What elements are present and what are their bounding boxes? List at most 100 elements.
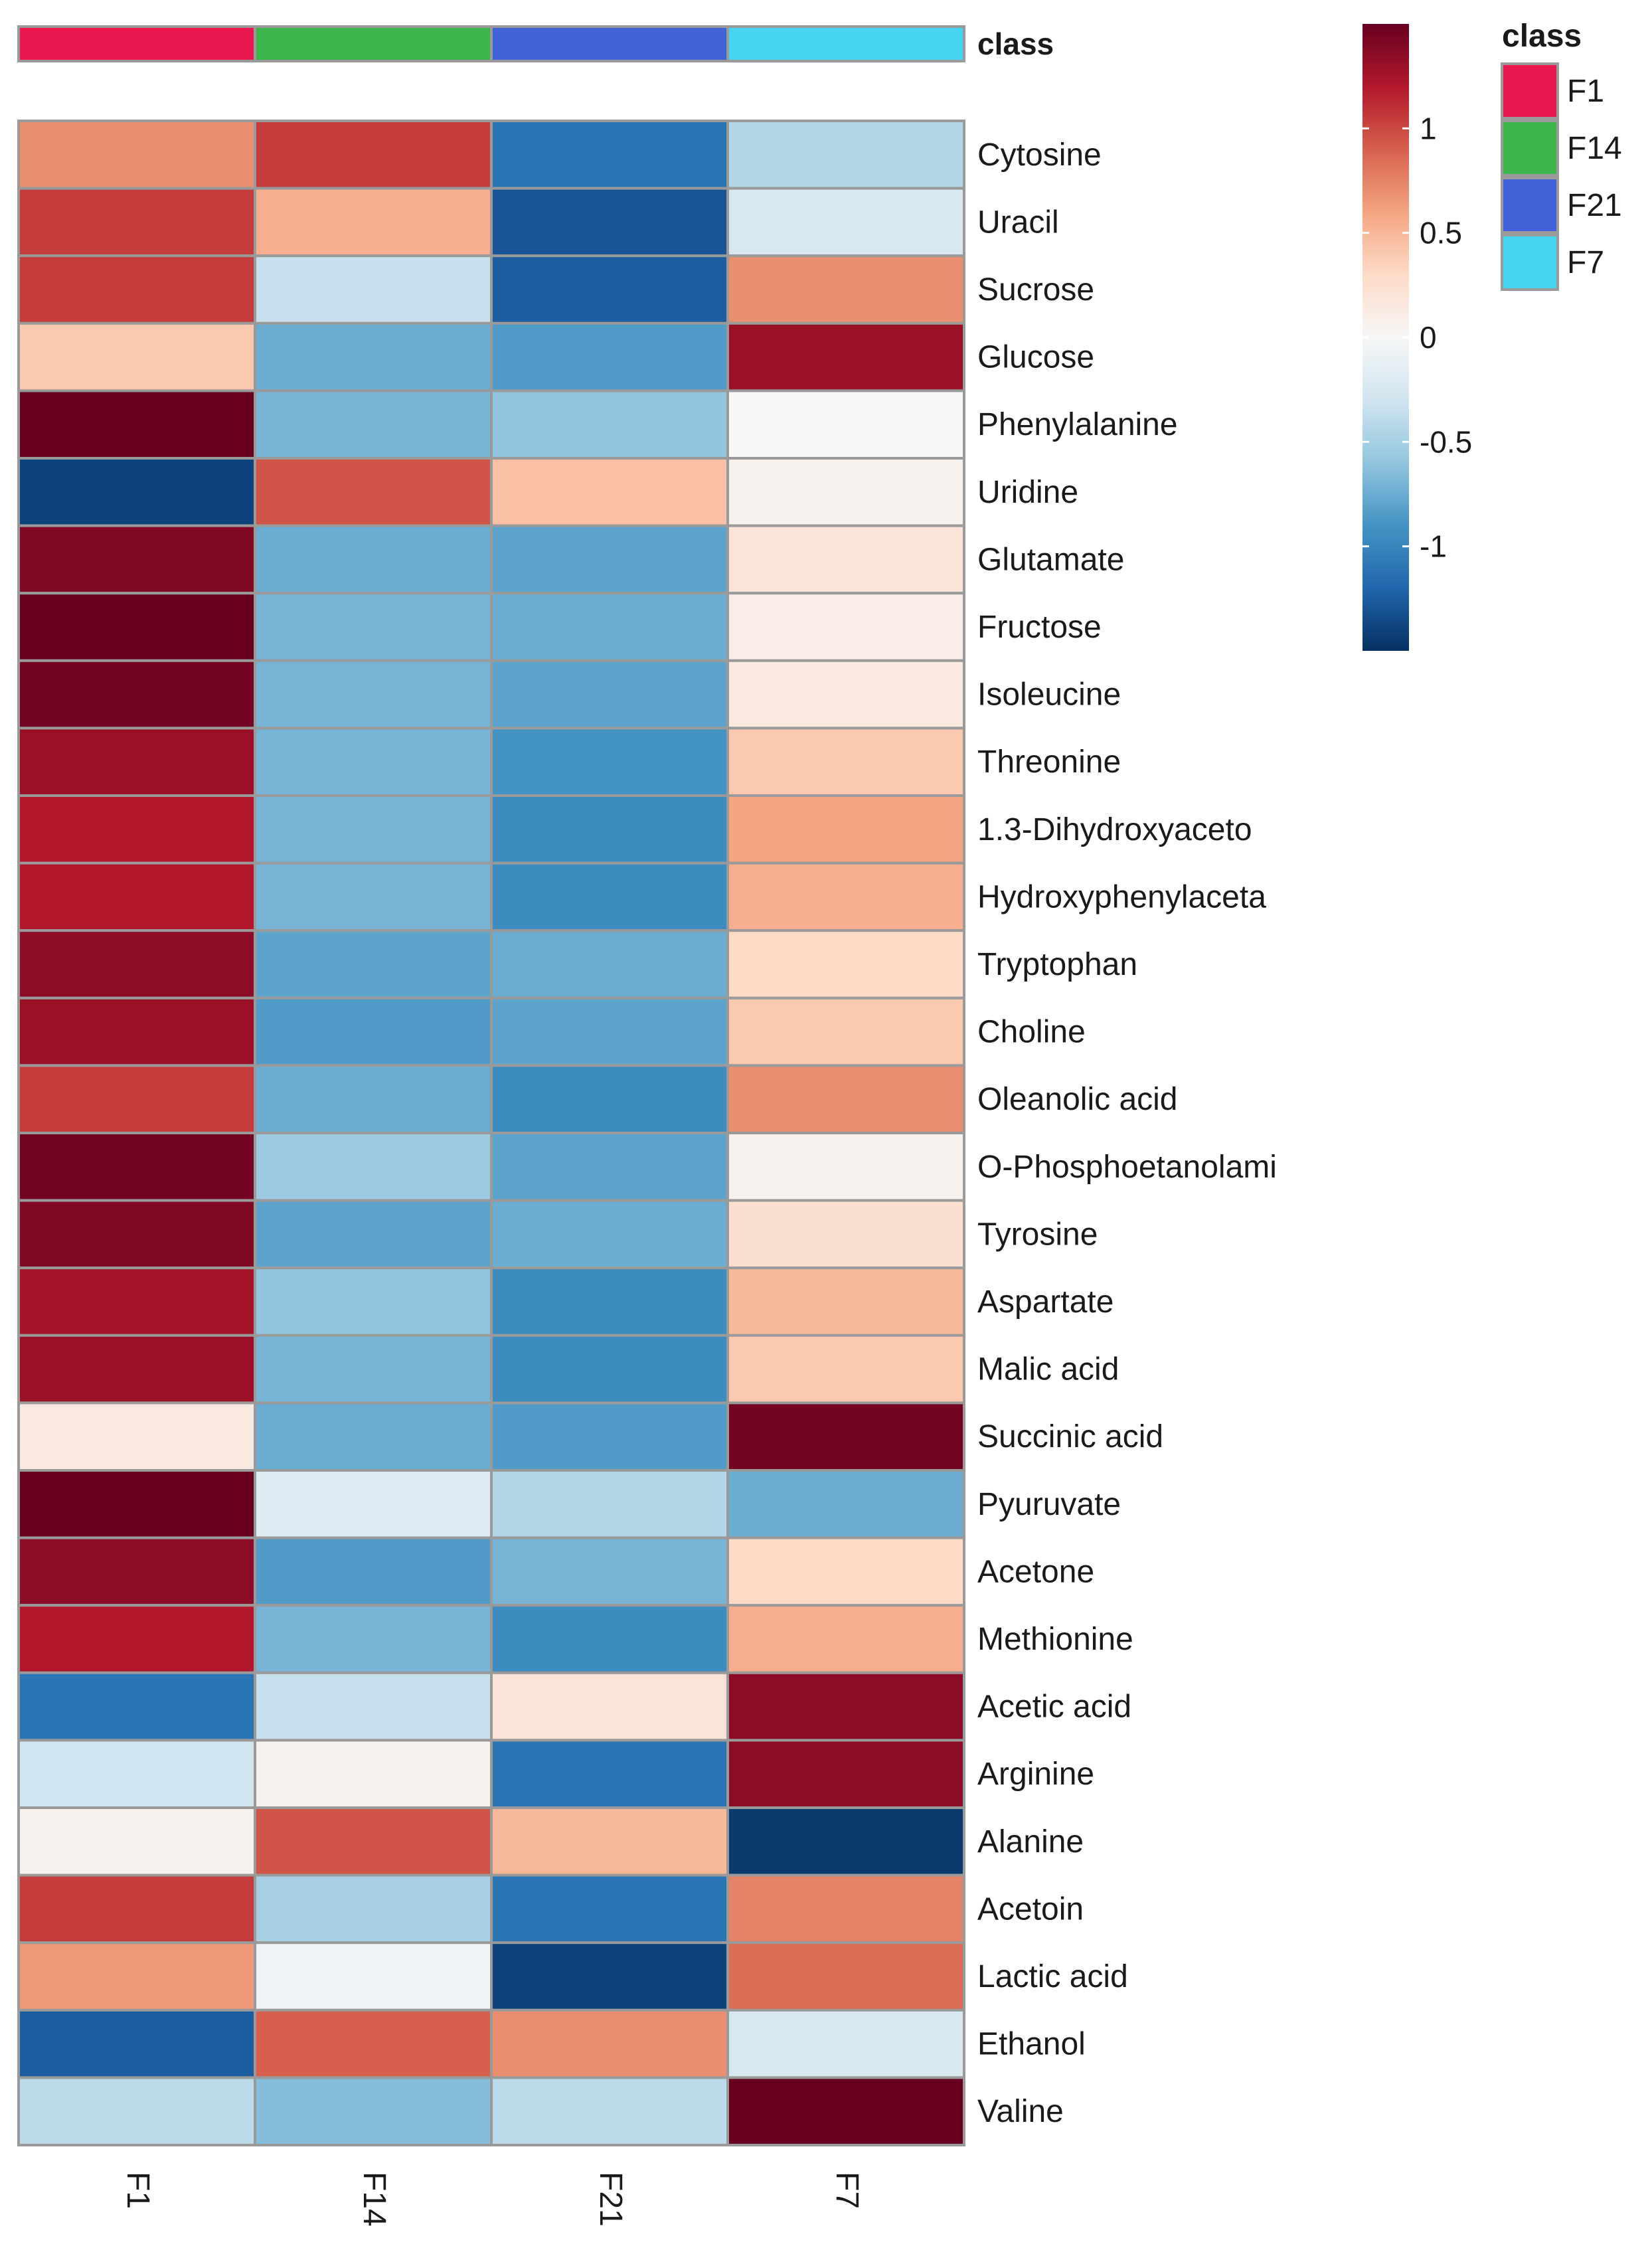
- heatmap-cell: [254, 524, 493, 595]
- row-label: Alanine: [977, 1824, 1084, 1860]
- class-track-cell-f7: [726, 25, 965, 62]
- heatmap-cell: [726, 254, 965, 325]
- column-labels: F1 F14 F21 F7: [120, 2172, 865, 2227]
- heatmap-cell: [490, 1873, 729, 1945]
- heatmap-cell: [490, 1671, 729, 1742]
- heatmap-cell: [726, 120, 965, 190]
- row-label: Fructose: [977, 610, 1102, 645]
- heatmap-cell: [726, 861, 965, 932]
- heatmap-cell: [254, 187, 493, 258]
- color-scale-bar: [1363, 24, 1409, 651]
- row-label: O-Phosphoetanolami: [977, 1150, 1277, 1185]
- row-label: Methionine: [977, 1622, 1133, 1657]
- heatmap-cell: [490, 929, 729, 999]
- heatmap-cell: [17, 120, 256, 190]
- row-label: Sucrose: [977, 272, 1094, 307]
- heatmap-cell: [490, 861, 729, 932]
- class-track-cell-f21: [490, 25, 729, 62]
- class-legend-swatch-f7: [1501, 234, 1559, 291]
- heatmap-cell: [17, 1334, 256, 1405]
- heatmap-cell: [726, 1266, 965, 1337]
- heatmap-cell: [490, 592, 729, 662]
- row-label: Lactic acid: [977, 1959, 1128, 1994]
- heatmap-cell: [726, 1806, 965, 1877]
- row-labels: Cytosine Uracil Sucrose Glucose Phenylalanin…: [977, 137, 1277, 2129]
- heatmap-cell: [726, 1401, 965, 1472]
- class-legend-label: F1: [1567, 74, 1604, 109]
- heatmap-cell: [17, 1671, 256, 1742]
- heatmap-cell: [726, 1671, 965, 1742]
- heatmap-cell: [254, 1469, 493, 1539]
- heatmap-cell: [726, 2076, 965, 2146]
- heatmap-cell: [17, 1941, 256, 2012]
- heatmap-cell: [726, 1334, 965, 1405]
- row-label: Cytosine: [977, 137, 1102, 173]
- row-label: Tyrosine: [977, 1217, 1098, 1252]
- heatmap-cell: [254, 120, 493, 190]
- row-label: Pyuruvate: [977, 1487, 1121, 1522]
- heatmap-cell: [490, 727, 729, 798]
- heatmap-cell: [726, 1873, 965, 1945]
- row-label: Acetoin: [977, 1891, 1084, 1927]
- column-label: F1: [120, 2172, 155, 2209]
- heatmap-cell: [490, 524, 729, 595]
- heatmap-cell: [490, 1536, 729, 1607]
- heatmap-cell: [254, 1334, 493, 1405]
- color-scale-tick-label: -0.5: [1420, 424, 1472, 459]
- heatmap-cell: [17, 1064, 256, 1135]
- heatmap-cell: [490, 1064, 729, 1135]
- row-label: Arginine: [977, 1757, 1094, 1792]
- heatmap-cell: [17, 321, 256, 392]
- heatmap-cell: [490, 254, 729, 325]
- heatmap-cell: [17, 861, 256, 932]
- heatmap-cells: [17, 120, 965, 2146]
- heatmap-cell: [17, 1873, 256, 1945]
- row-label: Acetic acid: [977, 1690, 1131, 1725]
- class-annotation-track: [17, 25, 965, 62]
- class-track-cell-f1: [17, 25, 256, 62]
- heatmap-cell: [726, 1536, 965, 1607]
- class-track-cell-f14: [254, 25, 493, 62]
- class-legend-label: F21: [1567, 188, 1622, 223]
- heatmap-cell: [17, 254, 256, 325]
- class-legend-swatch-f1: [1501, 62, 1559, 120]
- heatmap-cell: [490, 1132, 729, 1202]
- heatmap-cell: [726, 659, 965, 730]
- row-label: 1.3-Dihydroxyaceto: [977, 812, 1252, 847]
- heatmap-cell: [254, 254, 493, 325]
- class-track-label: class: [977, 27, 1054, 61]
- heatmap-cell: [254, 727, 493, 798]
- heatmap-cell: [490, 1199, 729, 1270]
- heatmap-cell: [254, 861, 493, 932]
- column-label: F7: [829, 2172, 865, 2209]
- heatmap-cell: [17, 1604, 256, 1674]
- heatmap-cell: [17, 1199, 256, 1270]
- heatmap-cell: [254, 1266, 493, 1337]
- heatmap-cell: [490, 1739, 729, 1809]
- heatmap-cell: [17, 457, 256, 527]
- heatmap-cell: [254, 592, 493, 662]
- row-label: Uridine: [977, 475, 1078, 510]
- color-scale-tick-label: -1: [1420, 529, 1447, 564]
- heatmap-cell: [17, 659, 256, 730]
- heatmap-cell: [726, 1132, 965, 1202]
- heatmap-cell: [17, 592, 256, 662]
- heatmap-cell: [726, 592, 965, 662]
- heatmap-cell: [490, 1806, 729, 1877]
- heatmap-cell: [490, 1469, 729, 1539]
- row-label: Oleanolic acid: [977, 1082, 1178, 1117]
- heatmap-cell: [17, 2076, 256, 2146]
- heatmap-cell: [726, 996, 965, 1067]
- heatmap-cell: [254, 1873, 493, 1945]
- heatmap-cell: [254, 1132, 493, 1202]
- class-legend-label: F14: [1567, 131, 1622, 166]
- heatmap-cell: [490, 321, 729, 392]
- heatmap-cell: [17, 524, 256, 595]
- heatmap-cell: [254, 1941, 493, 2012]
- row-label: Acetone: [977, 1554, 1094, 1589]
- heatmap-cell: [254, 389, 493, 460]
- heatmap-cell: [726, 1469, 965, 1539]
- heatmap-cell: [254, 321, 493, 392]
- heatmap-cell: [17, 1739, 256, 1809]
